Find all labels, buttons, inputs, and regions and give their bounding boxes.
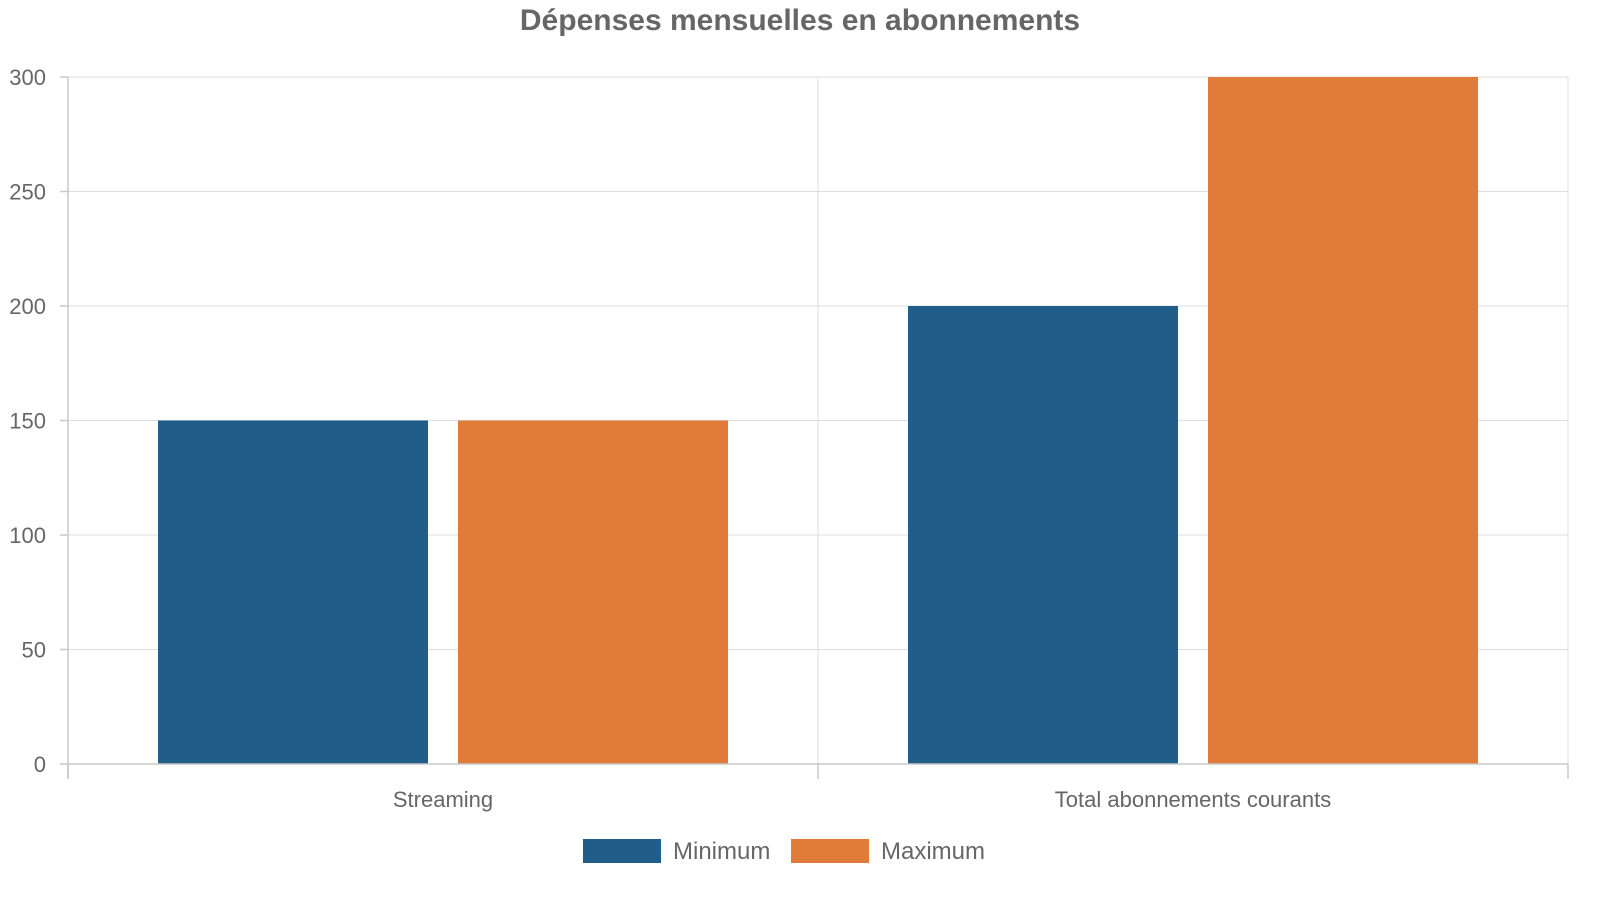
y-tick-label: 150 (9, 409, 46, 434)
y-tick-label: 200 (9, 294, 46, 319)
y-tick-label: 100 (9, 523, 46, 548)
y-tick-label: 300 (9, 65, 46, 90)
y-tick-label: 250 (9, 180, 46, 205)
y-tick-label: 0 (34, 752, 46, 777)
x-category-label: Total abonnements courants (1055, 787, 1331, 812)
x-category-label: Streaming (393, 787, 493, 812)
x-category-labels: Streaming Total abonnements courants (393, 787, 1331, 812)
legend-label: Minimum (673, 838, 770, 865)
y-tick-labels: 0 50 100 150 200 250 300 (9, 65, 46, 777)
bar-maximum-2[interactable] (1208, 77, 1478, 764)
legend[interactable]: Minimum Maximum (583, 838, 985, 865)
bar-minimum-2[interactable] (908, 306, 1178, 764)
legend-swatch (791, 839, 869, 863)
bar-minimum-1[interactable] (158, 420, 428, 765)
bars (158, 77, 1478, 764)
bar-maximum-1[interactable] (458, 420, 728, 765)
legend-label: Maximum (881, 838, 985, 865)
legend-swatch (583, 839, 661, 863)
legend-item-minimum[interactable]: Minimum (583, 838, 770, 865)
y-tick-label: 50 (22, 638, 46, 663)
chart-title: Dépenses mensuelles en abonnements (520, 4, 1080, 37)
axes (60, 76, 1569, 779)
legend-item-maximum[interactable]: Maximum (791, 838, 985, 865)
